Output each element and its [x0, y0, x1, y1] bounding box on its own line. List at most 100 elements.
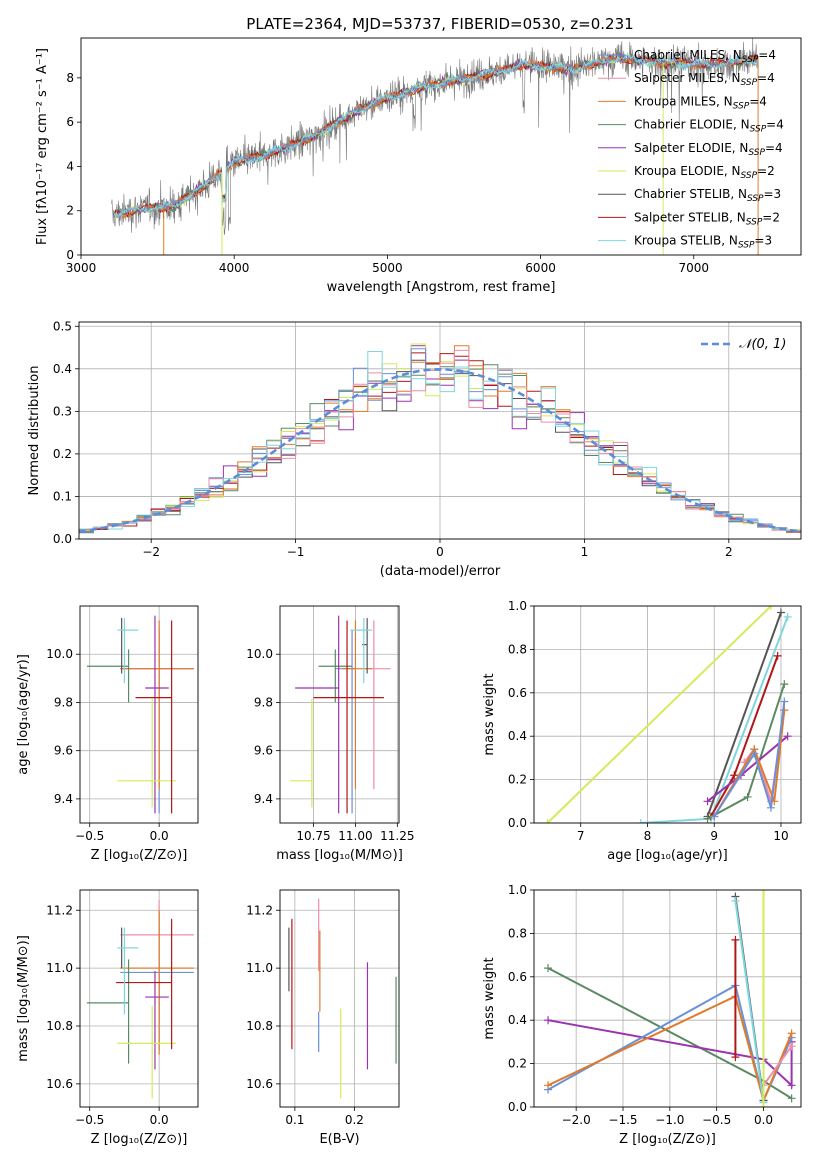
age-vs-mass-grid	[280, 606, 399, 823]
mass-vs-metallicity-grid	[80, 890, 198, 1107]
y-tick-label: 11.2	[46, 903, 73, 917]
x-axis-label: age [log₁₀(age/yr)]	[607, 848, 728, 863]
y-tick-label: 10.0	[46, 647, 73, 661]
y-tick-label: 10.8	[246, 1019, 273, 1033]
series-kroupa-elodie	[543, 606, 775, 823]
spectrum-panel: 3000 4000 5000 6000 7000 0 2 4 6 8 wavelength [Ang…	[35, 37, 802, 295]
series-marker	[766, 606, 775, 610]
legend-subscript: SSP	[750, 125, 767, 135]
errorbar-kroupa-elodie	[117, 1005, 176, 1099]
figure-title: PLATE=2364, MJD=53737, FIBERID=0530, z=0…	[246, 15, 633, 33]
series-marker	[636, 819, 645, 823]
series-marker	[783, 612, 792, 621]
x-tick-label: 5000	[372, 261, 403, 275]
age-vs-metallicity-plot-area	[86, 615, 194, 814]
y-tick-label: 9.8	[254, 695, 273, 709]
y-tick-label: 9.6	[54, 744, 73, 758]
y-tick-label: 10.0	[246, 647, 273, 661]
legend-label: Chabrier MILES, N	[634, 48, 742, 62]
x-tick-label: 4000	[219, 261, 250, 275]
errorbar-kroupa-elodie	[290, 698, 313, 808]
y-axis-label: mass [log₁₀(M/M⊙)]	[16, 935, 31, 1062]
legend-entry-kroupa-stelib: Kroupa STELIB, NSSP=3	[634, 234, 772, 251]
x-tick-label: 11.00	[338, 829, 372, 843]
mass-weight-vs-age-panel: 7 8 9 10 0.0 0.2 0.4 0.6 0.8 1.0 age [log₁₀(age/yr…	[482, 599, 802, 863]
legend-subscript: SSP	[741, 171, 758, 181]
x-axis-label: (data-model)/error	[380, 564, 501, 579]
y-tick-label: 0.4	[508, 729, 527, 743]
y-tick-label: 0.0	[508, 1100, 527, 1114]
y-tick-label: 11.0	[46, 961, 73, 975]
series-marker	[766, 803, 775, 812]
legend-subscript: SSP	[742, 55, 759, 65]
y-tick-label: 11.2	[246, 903, 273, 917]
x-tick-label: −0.5	[75, 829, 104, 843]
legend-tail: =4	[749, 94, 767, 108]
x-tick-label: −1.0	[655, 1113, 684, 1127]
x-tick-label: 11.25	[380, 829, 414, 843]
legend-tail: =3	[754, 234, 772, 248]
y-axis-label: mass weight	[482, 957, 497, 1039]
y-tick-label: 10.6	[246, 1077, 273, 1091]
mass-weight-vs-metallicity-panel: −2.0 −1.5 −1.0 −0.5 0.0 0.0 0.2 0.4 0.6 0.8 1.0 Z […	[482, 883, 802, 1147]
axes-frame	[78, 321, 802, 540]
mass-weight-vs-age-plot-area	[543, 606, 792, 823]
mass-weight-vs-metallicity-plot-area	[544, 890, 796, 1107]
x-tick-label: 0.0	[754, 1113, 773, 1127]
x-tick-label: −2.0	[562, 1113, 591, 1127]
series-marker	[543, 819, 552, 823]
y-tick-label: 0.0	[53, 532, 72, 546]
errorbar-kroupa-elodie	[117, 698, 176, 808]
x-axis-label: wavelength [Angstrom, rest frame]	[327, 280, 556, 295]
legend-label: Salpeter ELODIE, N	[634, 141, 748, 155]
legend-subscript: SSP	[733, 101, 750, 111]
series-marker	[730, 771, 739, 780]
errorbar-salpeter-stelib	[313, 620, 384, 814]
series-marker	[773, 651, 782, 660]
errorbar-chabrier-elodie	[86, 649, 130, 703]
axes-frame	[533, 605, 802, 824]
series-marker	[544, 1081, 553, 1090]
series-chabrier-miles	[710, 697, 789, 821]
legend-tail: =3	[764, 187, 782, 201]
legend-entry-chabrier-elodie: Chabrier ELODIE, NSSP=4	[634, 118, 784, 135]
errorbar-salpeter-miles	[120, 620, 194, 790]
series-line	[706, 612, 782, 817]
legend-label: Chabrier STELIB, N	[634, 187, 747, 201]
series-marker	[759, 1103, 768, 1107]
x-tick-label: 0.1	[285, 1113, 304, 1127]
y-tick-label: 9.4	[54, 792, 73, 806]
legend-label: Kroupa MILES, N	[634, 94, 733, 108]
age-vs-metallicity-grid	[80, 606, 198, 823]
histogram-legend: 𝒩(0, 1)	[701, 337, 786, 352]
x-tick-label: −1.5	[608, 1113, 637, 1127]
y-tick-label: 0.1	[53, 489, 72, 503]
x-tick-label: 10	[773, 829, 788, 843]
legend-tail: =4	[758, 48, 776, 62]
legend-label: Kroupa ELODIE, N	[634, 164, 741, 178]
legend-subscript: SSP	[747, 194, 764, 204]
y-tick-label: 0.2	[508, 773, 527, 787]
x-tick-label: 3000	[66, 261, 97, 275]
y-axis-label: Flux [fλ10⁻¹⁷ erg cm⁻² s⁻¹ A⁻¹]	[35, 48, 50, 245]
x-tick-label: 8	[644, 829, 652, 843]
y-tick-label: 0.2	[53, 447, 72, 461]
axes-frame	[79, 889, 199, 1108]
series-marker	[731, 896, 740, 905]
legend-entry-salpeter-miles: Salpeter MILES, NSSP=4	[634, 71, 775, 88]
series-marker	[743, 792, 752, 801]
y-tick-label: 0.6	[508, 686, 527, 700]
y-tick-label: 0	[66, 248, 74, 262]
mass-vs-extinction-panel: 0.1 0.2 10.6 10.8 11.0 11.2 E(B-V)	[246, 889, 400, 1147]
errorbar-chabrier-miles	[120, 911, 194, 1051]
y-tick-label: 0.2	[508, 1057, 527, 1071]
x-axis-label: E(B-V)	[319, 1132, 359, 1147]
series-marker	[780, 680, 789, 689]
x-tick-label: 0.0	[150, 829, 169, 843]
x-tick-label: 7	[577, 829, 585, 843]
x-tick-label: −0.5	[75, 1113, 104, 1127]
errorbar-chabrier-elodie	[86, 959, 130, 1064]
y-tick-label: 6	[66, 115, 74, 129]
series-marker	[544, 964, 553, 973]
histogram-salpeter-miles	[79, 349, 801, 532]
